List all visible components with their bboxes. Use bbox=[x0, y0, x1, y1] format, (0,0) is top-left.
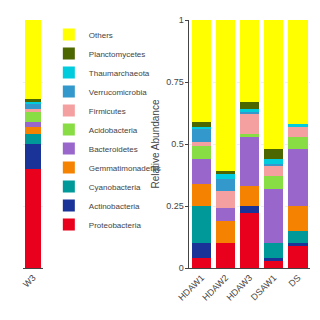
svg-text:HDAW3: HDAW3 bbox=[225, 273, 255, 303]
svg-text:Thaumarchaeota: Thaumarchaeota bbox=[89, 69, 150, 78]
svg-text:0.5: 0.5 bbox=[171, 139, 184, 149]
svg-text:Cyanobacteria: Cyanobacteria bbox=[89, 183, 141, 192]
svg-text:Planctomycetes: Planctomycetes bbox=[89, 50, 145, 59]
svg-text:0.25: 0.25 bbox=[166, 201, 184, 211]
svg-text:Verrucomicrobia: Verrucomicrobia bbox=[89, 88, 147, 97]
svg-text:W3: W3 bbox=[21, 273, 38, 290]
svg-text:HDAW1: HDAW1 bbox=[176, 273, 206, 303]
svg-text:Proteobacteria: Proteobacteria bbox=[89, 221, 142, 230]
svg-text:Others: Others bbox=[89, 31, 113, 40]
svg-text:Bacteroidetes: Bacteroidetes bbox=[89, 145, 138, 154]
svg-text:1: 1 bbox=[179, 15, 184, 25]
svg-text:Firmicutes: Firmicutes bbox=[89, 107, 126, 116]
svg-text:DSAW1: DSAW1 bbox=[249, 273, 278, 302]
svg-text:0: 0 bbox=[179, 263, 184, 273]
svg-text:Gemmatimonadetes: Gemmatimonadetes bbox=[89, 164, 161, 173]
svg-text:0.75: 0.75 bbox=[166, 77, 184, 87]
svg-text:HDAW2: HDAW2 bbox=[200, 273, 230, 303]
svg-text:Acidobacteria: Acidobacteria bbox=[89, 126, 138, 135]
svg-text:Relative Abundance: Relative Abundance bbox=[150, 99, 161, 188]
svg-text:DS: DS bbox=[287, 273, 303, 289]
svg-text:Actinobacteria: Actinobacteria bbox=[89, 202, 140, 211]
